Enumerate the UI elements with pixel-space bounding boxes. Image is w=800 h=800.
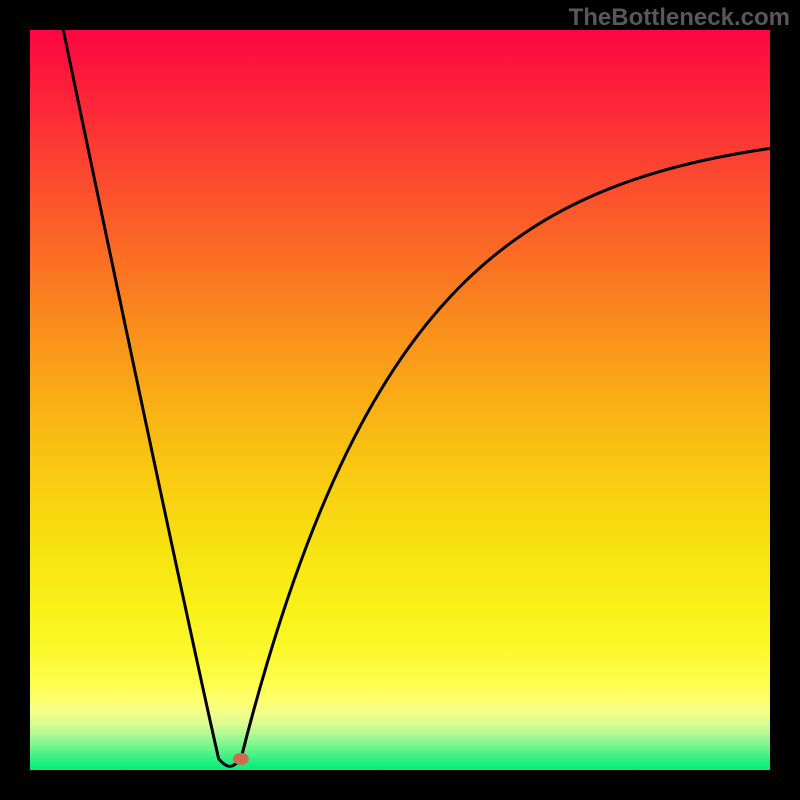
watermark-text: TheBottleneck.com xyxy=(569,4,790,32)
chart-svg xyxy=(0,0,800,800)
optimal-point-marker xyxy=(233,753,249,765)
bottleneck-chart: TheBottleneck.com xyxy=(0,0,800,800)
